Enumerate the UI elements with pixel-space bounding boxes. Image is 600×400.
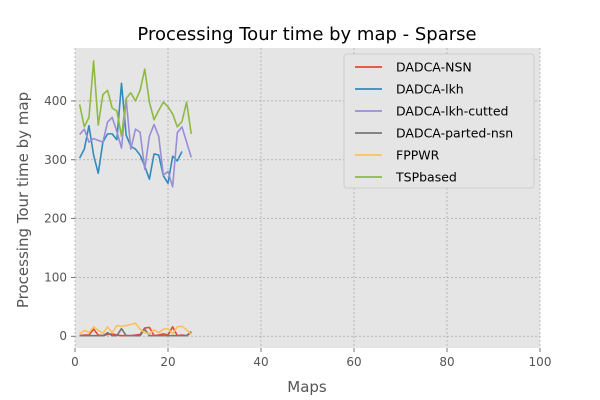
legend-label-tspbased: TSPbased (395, 170, 457, 185)
legend-box (343, 53, 535, 189)
x-tick-label: 40 (253, 355, 268, 369)
x-tick-label: 0 (71, 355, 79, 369)
legend-label-dadca-parted-nsn: DADCA-parted-nsn (396, 126, 513, 141)
series-line-fppwr (79, 322, 192, 336)
x-tick-label: 20 (160, 355, 175, 369)
legend-label-dadca-nsn: DADCA-NSN (396, 60, 472, 75)
legend-label-dadca-lkh: DADCA-lkh (396, 82, 464, 97)
series-lines (78, 60, 193, 337)
y-tick-label: 300 (44, 153, 67, 167)
series-line-dadca-parted-nsn (79, 327, 192, 337)
legend-label-fppwr: FPPWR (396, 148, 440, 163)
y-tick-label: 400 (44, 94, 67, 108)
chart-title: Processing Tour time by map - Sparse (137, 24, 476, 45)
x-tick-label: 60 (346, 355, 361, 369)
tick-labels: 0 20 40 60 80 100 0 100 200 300 400 (44, 94, 551, 369)
series-line-dadca-lkh-cutted (79, 98, 193, 188)
series-line-tspbased (78, 60, 193, 138)
x-tick-label: 100 (529, 355, 552, 369)
x-tick-label: 80 (439, 355, 454, 369)
legend-label-dadca-lkh-cutted: DADCA-lkh-cutted (396, 104, 508, 119)
y-tick-label: 100 (44, 270, 67, 284)
y-tick-label: 200 (44, 212, 67, 226)
x-axis-label: Maps (287, 378, 327, 396)
legend: DADCA-NSN DADCA-lkh DADCA-lkh-cutted DADCA-… (343, 53, 535, 189)
y-tick-label: 0 (59, 329, 67, 343)
y-axis-label: Processing Tour time by map (14, 92, 32, 308)
